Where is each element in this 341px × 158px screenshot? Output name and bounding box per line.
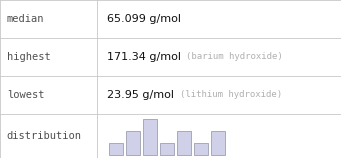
Bar bbox=[143, 118, 157, 155]
Text: (barium hydroxide): (barium hydroxide) bbox=[186, 52, 283, 61]
Bar bbox=[160, 143, 174, 155]
Text: highest: highest bbox=[7, 52, 50, 62]
Bar bbox=[211, 131, 225, 155]
Bar bbox=[194, 143, 208, 155]
Text: lowest: lowest bbox=[7, 90, 44, 100]
Text: (lithium hydroxide): (lithium hydroxide) bbox=[180, 90, 282, 99]
Text: 23.95 g/mol: 23.95 g/mol bbox=[107, 90, 174, 100]
Text: 65.099 g/mol: 65.099 g/mol bbox=[107, 14, 181, 24]
Bar bbox=[177, 131, 191, 155]
Bar bbox=[109, 143, 123, 155]
Text: distribution: distribution bbox=[7, 131, 82, 141]
Text: median: median bbox=[7, 14, 44, 24]
Bar bbox=[126, 131, 140, 155]
Text: 171.34 g/mol: 171.34 g/mol bbox=[107, 52, 181, 62]
